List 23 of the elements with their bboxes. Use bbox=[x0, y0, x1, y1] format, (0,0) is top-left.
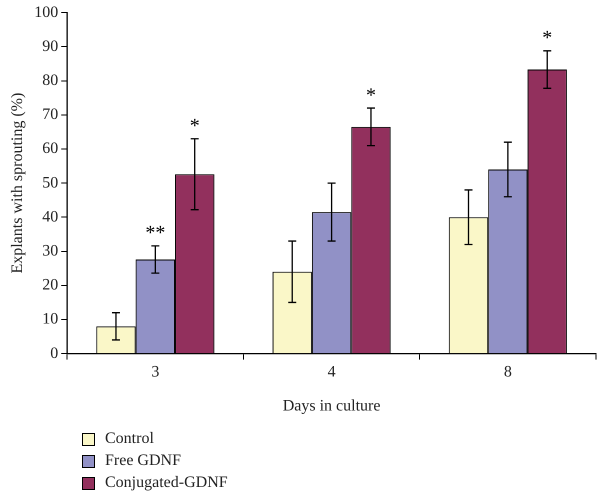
y-tick-label: 50 bbox=[42, 174, 58, 192]
y-tick-label: 70 bbox=[42, 106, 58, 124]
annotation: * bbox=[190, 115, 200, 138]
y-tick-label: 40 bbox=[42, 208, 58, 226]
y-tick-label: 30 bbox=[42, 242, 58, 260]
y-tick-label: 10 bbox=[42, 310, 58, 328]
x-tick-label: 8 bbox=[504, 363, 512, 380]
y-tick-label: 0 bbox=[50, 344, 58, 362]
annotation: ** bbox=[145, 222, 166, 244]
x-tick-label: 4 bbox=[328, 363, 336, 380]
annotation: * bbox=[542, 27, 552, 50]
y-tick-label: 20 bbox=[42, 276, 58, 294]
legend-label: Control bbox=[105, 430, 154, 448]
legend-label: Conjugated-GDNF bbox=[105, 474, 228, 492]
y-tick-label: 100 bbox=[34, 4, 58, 21]
y-tick-label: 80 bbox=[42, 72, 58, 90]
x-tick-label: 3 bbox=[151, 363, 160, 380]
x-axis-title: Days in culture bbox=[282, 398, 380, 415]
annotation: * bbox=[366, 84, 376, 106]
y-axis-title: Explants with sprouting (%) bbox=[8, 92, 26, 274]
legend-label: Free GDNF bbox=[105, 452, 181, 470]
y-tick-label: 90 bbox=[42, 38, 58, 55]
y-tick-label: 60 bbox=[42, 140, 58, 158]
